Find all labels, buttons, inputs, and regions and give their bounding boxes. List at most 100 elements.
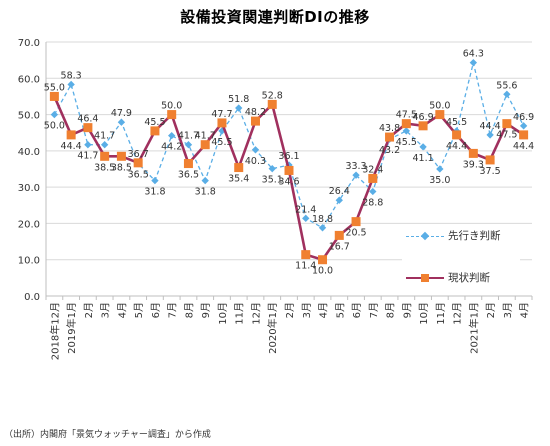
point-current bbox=[116, 151, 126, 161]
data-label-forecast: 55.6 bbox=[496, 80, 517, 91]
x-tick-label: 11月 bbox=[234, 302, 246, 325]
y-tick-label: 30.0 bbox=[18, 183, 40, 194]
point-current bbox=[485, 155, 495, 165]
y-tick-label: 60.0 bbox=[18, 74, 40, 85]
x-tick-label: 2月 bbox=[485, 302, 497, 318]
data-label-current: 46.9 bbox=[412, 112, 433, 123]
legend-swatch-forecast bbox=[406, 230, 444, 242]
data-label-current: 37.5 bbox=[480, 166, 501, 177]
data-label-forecast: 41.7 bbox=[94, 131, 115, 142]
data-label-forecast: 51.8 bbox=[228, 94, 249, 105]
data-label-current: 38.5 bbox=[111, 162, 132, 173]
x-tick-label: 5月 bbox=[133, 302, 145, 318]
point-forecast bbox=[335, 196, 343, 204]
x-tick-label: 2月 bbox=[284, 302, 296, 318]
point-current bbox=[250, 116, 260, 126]
point-forecast bbox=[50, 110, 59, 119]
point-forecast bbox=[201, 176, 209, 185]
point-current bbox=[401, 119, 411, 129]
data-label-forecast: 26.4 bbox=[329, 186, 350, 197]
point-current bbox=[368, 173, 378, 183]
y-tick-label: 20.0 bbox=[18, 219, 40, 230]
point-forecast bbox=[117, 118, 126, 126]
legend: 先行き判断 現状判断 bbox=[402, 228, 520, 288]
x-tick-label: 6月 bbox=[150, 302, 162, 318]
data-label-current: 47.7 bbox=[211, 109, 232, 120]
x-tick-label: 3月 bbox=[100, 302, 112, 318]
x-tick-label: 4月 bbox=[519, 302, 531, 318]
point-forecast bbox=[419, 143, 427, 151]
data-label-forecast: 64.3 bbox=[463, 49, 484, 60]
chart-title: 設備投資関連判断DIの推移 bbox=[180, 8, 370, 26]
x-tick-label: 5月 bbox=[334, 302, 346, 318]
point-current bbox=[502, 119, 512, 129]
point-forecast bbox=[84, 141, 92, 149]
point-forecast bbox=[168, 131, 176, 140]
x-tick-label: 4月 bbox=[318, 302, 330, 318]
point-current bbox=[234, 163, 244, 173]
point-forecast bbox=[235, 104, 243, 112]
data-label-current: 50.0 bbox=[429, 101, 450, 112]
data-label-current: 35.4 bbox=[228, 174, 249, 185]
data-label-current: 20.5 bbox=[345, 228, 366, 239]
data-label-current: 41.7 bbox=[195, 131, 216, 142]
data-label-current: 32.4 bbox=[362, 164, 383, 175]
data-label-current: 10.0 bbox=[312, 266, 333, 277]
point-current bbox=[334, 230, 344, 240]
data-label-current: 34.6 bbox=[278, 176, 299, 187]
point-current bbox=[150, 126, 160, 136]
x-tick-label: 2018年12月 bbox=[48, 302, 61, 360]
data-label-current: 52.8 bbox=[262, 90, 283, 101]
data-label-forecast: 41.7 bbox=[77, 151, 98, 162]
x-tick-label: 7月 bbox=[368, 302, 380, 318]
data-label-forecast: 35.0 bbox=[429, 175, 450, 186]
legend-item-current: 現状判断 bbox=[406, 270, 490, 285]
data-label-forecast: 41.1 bbox=[412, 153, 433, 164]
data-label-current: 43.8 bbox=[379, 123, 400, 134]
y-tick-label: 40.0 bbox=[18, 147, 40, 158]
point-current bbox=[468, 148, 478, 158]
data-label-forecast: 36.5 bbox=[128, 170, 149, 181]
x-tick-label: 3月 bbox=[502, 302, 514, 318]
data-label-current: 50.0 bbox=[161, 101, 182, 112]
point-current bbox=[217, 118, 227, 128]
point-current bbox=[66, 130, 76, 140]
x-tick-label: 8月 bbox=[385, 302, 397, 318]
data-label-forecast: 45.5 bbox=[446, 117, 467, 128]
data-label-forecast: 40.3 bbox=[245, 156, 266, 167]
point-forecast bbox=[318, 224, 327, 232]
point-current bbox=[318, 255, 328, 265]
point-current bbox=[301, 250, 311, 260]
data-label-forecast: 33.3 bbox=[345, 161, 366, 172]
data-label-current: 47.5 bbox=[496, 130, 517, 141]
y-tick-label: 0.0 bbox=[24, 292, 40, 303]
data-label-current: 16.7 bbox=[329, 241, 350, 252]
data-label-current: 46.4 bbox=[77, 114, 98, 125]
data-label-forecast: 44.2 bbox=[161, 142, 182, 153]
point-current bbox=[452, 130, 462, 140]
x-tick-label: 12月 bbox=[452, 302, 464, 325]
x-tick-label: 7月 bbox=[167, 302, 179, 318]
data-label-forecast: 44.4 bbox=[480, 121, 501, 132]
x-tick-label: 2021年1月 bbox=[467, 302, 480, 354]
x-tick-label: 12月 bbox=[250, 302, 262, 325]
point-forecast bbox=[100, 141, 109, 149]
point-forecast bbox=[67, 80, 75, 89]
legend-label-forecast: 先行き判断 bbox=[448, 230, 501, 242]
point-current bbox=[183, 159, 193, 169]
data-label-forecast: 45.5 bbox=[396, 137, 417, 148]
data-label-forecast: 21.4 bbox=[295, 204, 316, 215]
x-tick-label: 3月 bbox=[301, 302, 313, 318]
data-label-forecast: 28.8 bbox=[362, 197, 383, 208]
point-current bbox=[83, 123, 93, 133]
data-label-forecast: 36.1 bbox=[278, 151, 299, 162]
point-forecast bbox=[503, 90, 511, 98]
y-tick-label: 50.0 bbox=[18, 111, 40, 122]
point-forecast bbox=[469, 59, 478, 67]
point-current bbox=[435, 110, 445, 120]
point-forecast bbox=[486, 131, 494, 139]
point-current bbox=[351, 217, 361, 227]
data-label-forecast: 31.8 bbox=[195, 187, 216, 198]
point-current bbox=[284, 165, 294, 175]
